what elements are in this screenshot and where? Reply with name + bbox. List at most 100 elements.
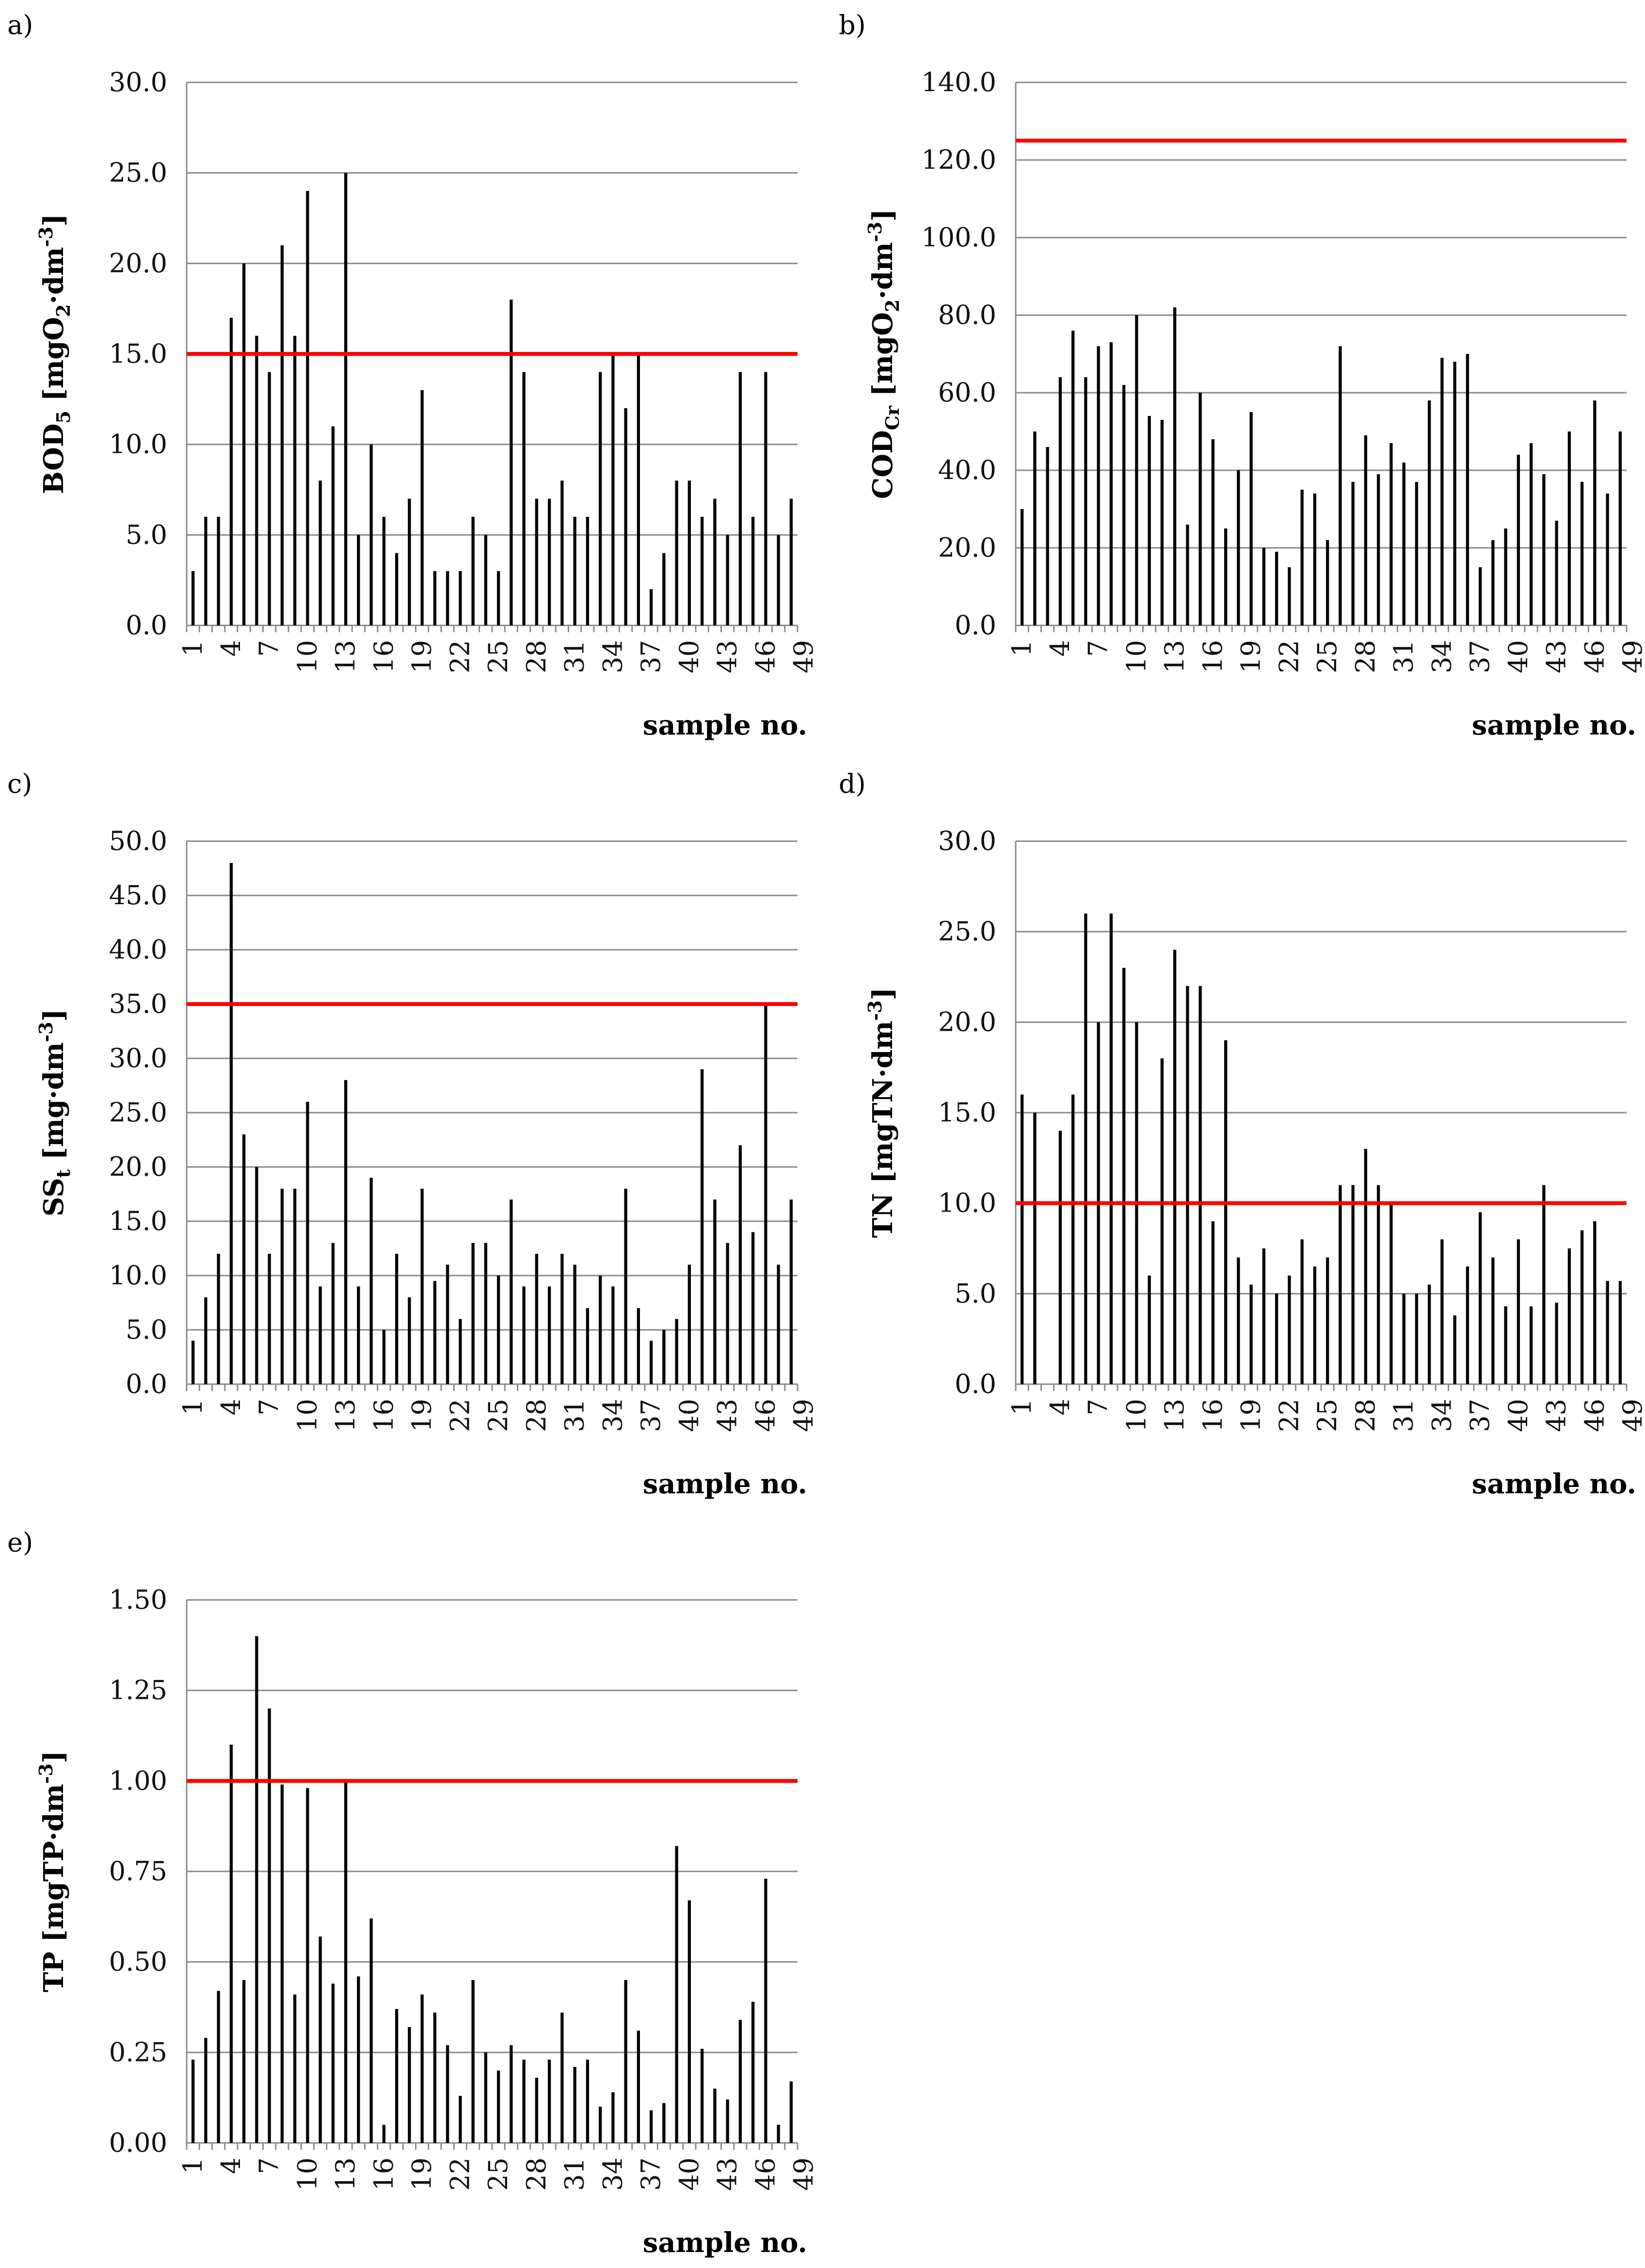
chart-panel-c: c) 0.0 5.0 10.0 15.0 20.0 25.0 30.0 35.0 40.0 45.… (7, 768, 819, 1500)
bar (1351, 482, 1355, 625)
x-tick-label: 37 (636, 640, 666, 673)
x-tick-label: 49 (788, 1399, 819, 1432)
bar (369, 1918, 373, 2143)
x-tick-label: 46 (750, 2157, 781, 2191)
y-tick-label: 35.0 (109, 989, 167, 1019)
bar (1198, 986, 1202, 1384)
bar (726, 535, 729, 625)
bar (789, 498, 793, 625)
bar (1491, 1257, 1495, 1384)
y-tick-label: 10.0 (109, 1260, 167, 1291)
bar (420, 1994, 424, 2143)
bar (344, 173, 348, 626)
bar (1160, 420, 1164, 625)
y-axis-label-part: 2 (881, 299, 903, 312)
panel-label: c) (7, 768, 32, 799)
bar (598, 372, 602, 625)
y-axis-label: CODCr [mgO2·dm-3] (864, 209, 906, 499)
bar (510, 2045, 513, 2143)
x-tick-label: 10 (1121, 1399, 1151, 1432)
bar (293, 1994, 297, 2143)
x-tick-label: 4 (1045, 1399, 1075, 1415)
y-axis-label-part: ] (867, 988, 899, 1001)
bar (1198, 393, 1202, 625)
y-axis-label-part: COD (867, 430, 899, 499)
bar (357, 535, 360, 625)
bar (1478, 1212, 1482, 1384)
bar (459, 571, 462, 625)
y-tick-label: 0.00 (109, 2127, 167, 2158)
bar (1618, 1281, 1622, 1384)
bar (1097, 346, 1100, 625)
bar (1402, 1294, 1405, 1384)
bar (1440, 358, 1444, 625)
bar (280, 245, 284, 625)
bar (1211, 439, 1215, 625)
bar (777, 1264, 780, 1384)
bar (382, 2124, 386, 2143)
bar (191, 1341, 195, 1384)
x-tick-label: 19 (407, 1399, 437, 1432)
bar (1173, 950, 1177, 1384)
bar (547, 498, 551, 625)
y-tick-label: 10.0 (109, 429, 167, 460)
bar (471, 517, 475, 625)
bar (1580, 482, 1584, 625)
bar (1033, 1113, 1037, 1384)
x-tick-label: 10 (292, 640, 322, 673)
x-tick-label: 49 (788, 2157, 819, 2191)
bar (573, 2067, 576, 2143)
y-tick-label: 15.0 (109, 338, 167, 369)
bar (191, 2060, 195, 2143)
x-tick-label: 37 (636, 1399, 666, 1432)
y-axis-label-part: ·dm (867, 1021, 899, 1078)
y-tick-label: 120.0 (921, 144, 996, 175)
x-tick-label: 7 (1083, 640, 1114, 656)
bar (420, 390, 424, 625)
panel-label: a) (7, 10, 33, 40)
bar (777, 535, 780, 625)
x-tick-label: 40 (1503, 640, 1533, 673)
y-tick-label: 0.50 (109, 1947, 167, 1977)
bar (484, 535, 488, 625)
y-tick-label: 0.25 (109, 2037, 167, 2067)
y-axis-label-part: TN (867, 1193, 899, 1238)
bar (306, 1788, 309, 2143)
bar (738, 1145, 742, 1384)
bar (459, 1319, 462, 1384)
bar (777, 2124, 780, 2143)
y-axis-label-part: ·dm (38, 247, 70, 304)
x-tick-label: 34 (597, 2157, 628, 2191)
bar (1618, 431, 1622, 625)
bar (1300, 490, 1304, 625)
bar (1224, 528, 1228, 625)
bar (1313, 1266, 1317, 1384)
bar (624, 1980, 627, 2143)
bar (560, 2012, 564, 2143)
x-tick-label: 31 (1389, 1399, 1419, 1432)
x-tick-label: 4 (216, 640, 246, 656)
bar (471, 1243, 475, 1384)
bar (675, 480, 678, 625)
bar (357, 1976, 360, 2143)
bar (1427, 400, 1431, 625)
chart-panel-a: a) 0.0 5.0 10.0 15.0 20.0 25.0 30.0 1 4 7 10 13 16 19… (7, 10, 819, 741)
x-tick-label: 19 (407, 2157, 437, 2191)
bar (496, 1276, 500, 1384)
bar (662, 553, 666, 625)
bar (1020, 509, 1024, 625)
panel-label: b) (839, 10, 866, 40)
y-axis-label-part: -3 (35, 226, 57, 247)
y-axis-label-part: ·dm (867, 242, 899, 299)
bar (395, 1254, 399, 1384)
bar (1389, 1203, 1393, 1384)
bar (687, 1900, 691, 2143)
y-tick-label: 10.0 (938, 1188, 996, 1218)
y-axis-label: TP [mgTP·dm-3] (35, 1751, 70, 1993)
x-tick-label: 37 (636, 2157, 666, 2191)
bar (547, 2060, 551, 2143)
x-tick-label: 25 (1312, 640, 1342, 673)
bar (293, 335, 297, 625)
bar (1402, 463, 1405, 625)
